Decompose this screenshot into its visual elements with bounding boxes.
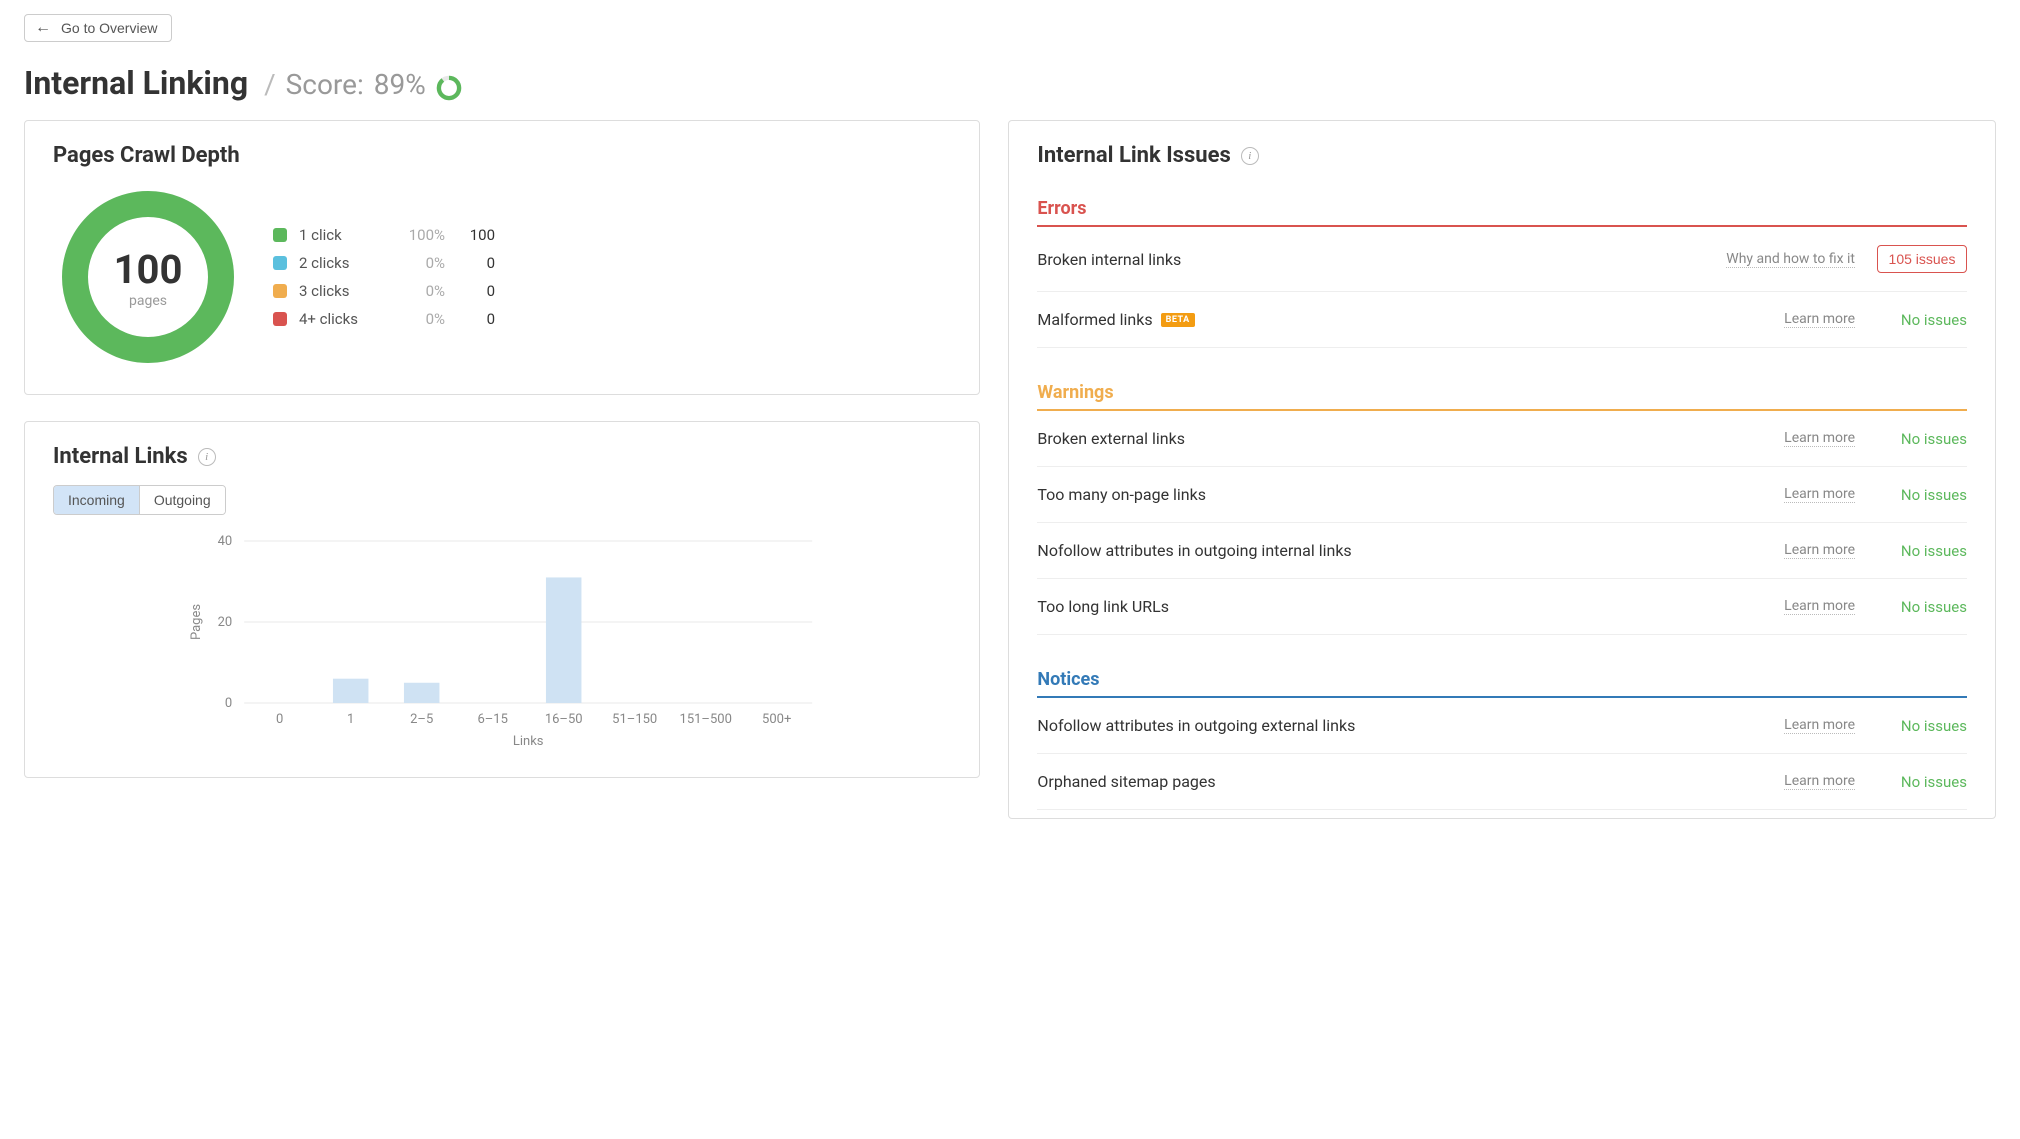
issue-name: Malformed linksBETA xyxy=(1037,310,1194,329)
legend-swatch xyxy=(273,256,287,270)
legend-count: 0 xyxy=(455,282,495,300)
status-no-issues: No issues xyxy=(1877,486,1967,504)
learn-more-link[interactable]: Learn more xyxy=(1784,311,1855,328)
status-no-issues: No issues xyxy=(1877,542,1967,560)
issue-name: Nofollow attributes in outgoing external… xyxy=(1037,716,1355,735)
legend-count: 0 xyxy=(455,254,495,272)
internal-links-tabs: Incoming Outgoing xyxy=(53,485,226,515)
info-icon[interactable]: i xyxy=(1241,147,1259,165)
legend-swatch xyxy=(273,228,287,242)
legend-row: 2 clicks 0% 0 xyxy=(273,254,495,272)
svg-text:Links: Links xyxy=(513,734,544,749)
issue-name: Too long link URLs xyxy=(1037,597,1169,616)
legend-pct: 100% xyxy=(389,226,445,244)
internal-links-chart: 0 20 40 Pages 0 1 2–5 6–15 16–50 51–150 151–500 500… xyxy=(53,531,951,755)
crawl-depth-total: 100 xyxy=(114,246,183,293)
legend-pct: 0% xyxy=(389,310,445,328)
tab-outgoing[interactable]: Outgoing xyxy=(139,486,225,514)
crawl-depth-donut: 100 pages xyxy=(53,182,243,372)
issue-name: Nofollow attributes in outgoing internal… xyxy=(1037,541,1351,560)
legend-pct: 0% xyxy=(389,282,445,300)
legend-label: 4+ clicks xyxy=(299,310,379,328)
status-no-issues: No issues xyxy=(1877,717,1967,735)
legend-swatch xyxy=(273,312,287,326)
legend-label: 2 clicks xyxy=(299,254,379,272)
svg-text:2–5: 2–5 xyxy=(410,712,433,727)
svg-text:20: 20 xyxy=(218,615,233,630)
svg-text:500+: 500+ xyxy=(762,712,791,727)
issues-count-button[interactable]: 105 issues xyxy=(1877,245,1967,273)
svg-text:Pages: Pages xyxy=(189,604,204,640)
issue-row: Orphaned sitemap pages Learn more No issue… xyxy=(1037,754,1967,810)
legend-label: 3 clicks xyxy=(299,282,379,300)
status-no-issues: No issues xyxy=(1877,311,1967,329)
issue-name: Orphaned sitemap pages xyxy=(1037,772,1215,791)
learn-more-link[interactable]: Learn more xyxy=(1784,542,1855,559)
arrow-left-icon: ← xyxy=(35,20,51,36)
crawl-depth-title: Pages Crawl Depth xyxy=(53,143,951,168)
crawl-depth-legend: 1 click100%1002 clicks0%03 clicks0%04+ c… xyxy=(273,226,495,328)
legend-row: 1 click 100% 100 xyxy=(273,226,495,244)
crawl-depth-panel: Pages Crawl Depth 100 pages 1 click100%1… xyxy=(24,120,980,395)
score-text: / Score: 89% xyxy=(264,68,462,101)
issues-panel: Internal Link Issues i ErrorsBroken inte… xyxy=(1008,120,1996,819)
status-no-issues: No issues xyxy=(1877,598,1967,616)
legend-swatch xyxy=(273,284,287,298)
svg-text:40: 40 xyxy=(218,534,233,549)
score-label: Score: xyxy=(286,68,364,101)
issue-row: Broken internal links Why and how to fix … xyxy=(1037,227,1967,292)
legend-label: 1 click xyxy=(299,226,379,244)
learn-more-link[interactable]: Learn more xyxy=(1784,717,1855,734)
issue-row: Malformed linksBETA Learn more No issues xyxy=(1037,292,1967,348)
why-fix-link[interactable]: Why and how to fix it xyxy=(1726,251,1855,268)
issue-name: Broken internal links xyxy=(1037,250,1181,269)
info-icon[interactable]: i xyxy=(198,448,216,466)
status-no-issues: No issues xyxy=(1877,773,1967,791)
score-separator: / xyxy=(264,68,276,101)
svg-text:16–50: 16–50 xyxy=(545,712,583,727)
legend-row: 4+ clicks 0% 0 xyxy=(273,310,495,328)
issues-section-notices: Notices xyxy=(1037,669,1967,698)
beta-badge: BETA xyxy=(1161,313,1195,327)
svg-text:151–500: 151–500 xyxy=(680,712,732,727)
crawl-depth-total-label: pages xyxy=(129,293,167,309)
internal-links-title: Internal Links xyxy=(53,444,188,469)
tab-incoming[interactable]: Incoming xyxy=(54,486,139,514)
issues-section-errors: Errors xyxy=(1037,198,1967,227)
issues-title: Internal Link Issues xyxy=(1037,143,1230,168)
learn-more-link[interactable]: Learn more xyxy=(1784,598,1855,615)
page-title-row: Internal Linking / Score: 89% xyxy=(24,64,1996,102)
issues-section-warnings: Warnings xyxy=(1037,382,1967,411)
learn-more-link[interactable]: Learn more xyxy=(1784,430,1855,447)
legend-count: 100 xyxy=(455,226,495,244)
page-title: Internal Linking xyxy=(24,64,248,102)
svg-text:6–15: 6–15 xyxy=(477,712,507,727)
svg-text:0: 0 xyxy=(225,696,232,711)
legend-pct: 0% xyxy=(389,254,445,272)
go-to-overview-label: Go to Overview xyxy=(61,20,157,36)
issue-row: Nofollow attributes in outgoing external… xyxy=(1037,698,1967,754)
legend-count: 0 xyxy=(455,310,495,328)
issue-name: Too many on-page links xyxy=(1037,485,1206,504)
learn-more-link[interactable]: Learn more xyxy=(1784,773,1855,790)
go-to-overview-button[interactable]: ← Go to Overview xyxy=(24,14,172,42)
issue-row: Too many on-page links Learn more No issue… xyxy=(1037,467,1967,523)
learn-more-link[interactable]: Learn more xyxy=(1784,486,1855,503)
score-donut-icon xyxy=(436,75,462,101)
svg-text:1: 1 xyxy=(347,712,354,727)
internal-links-panel: Internal Links i Incoming Outgoing 0 20 40… xyxy=(24,421,980,778)
svg-text:51–150: 51–150 xyxy=(612,712,657,727)
issue-row: Too long link URLs Learn more No issues xyxy=(1037,579,1967,635)
score-value: 89% xyxy=(374,68,426,101)
status-no-issues: No issues xyxy=(1877,430,1967,448)
issue-name: Broken external links xyxy=(1037,429,1185,448)
legend-row: 3 clicks 0% 0 xyxy=(273,282,495,300)
issue-row: Nofollow attributes in outgoing internal… xyxy=(1037,523,1967,579)
svg-text:0: 0 xyxy=(276,712,283,727)
issue-row: Broken external links Learn more No issues xyxy=(1037,411,1967,467)
